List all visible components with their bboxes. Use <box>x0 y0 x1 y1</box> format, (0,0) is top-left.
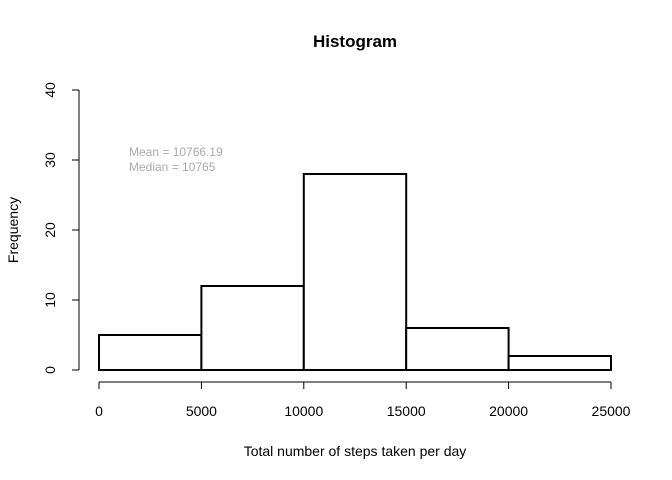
x-tick-label: 10000 <box>284 403 323 419</box>
histogram-bars <box>98 173 613 371</box>
histogram-bar-2 <box>302 173 408 371</box>
histogram-bar-1 <box>200 285 305 371</box>
median-annotation: Median = 10765 <box>129 160 216 174</box>
x-tick-label: 0 <box>95 403 103 419</box>
x-tick-label: 5000 <box>186 403 217 419</box>
y-tick-label: 30 <box>42 152 58 168</box>
x-tick-label: 20000 <box>489 403 528 419</box>
histogram-bar-4 <box>507 355 613 371</box>
histogram-bar-0 <box>98 334 203 371</box>
x-axis-label: Total number of steps taken per day <box>244 443 467 459</box>
y-axis: 0 10 20 30 40 <box>42 82 80 374</box>
y-tick-label: 40 <box>42 82 58 98</box>
x-tick-label: 25000 <box>592 403 631 419</box>
y-axis-label: Frequency <box>5 197 21 263</box>
y-tick-label: 20 <box>42 222 58 238</box>
y-tick-label: 0 <box>42 366 58 374</box>
x-axis: 0 5000 10000 15000 20000 25000 <box>95 381 631 419</box>
y-tick-label: 10 <box>42 292 58 308</box>
histogram-bar-3 <box>405 327 510 371</box>
chart-title: Histogram <box>313 32 397 51</box>
mean-annotation: Mean = 10766.19 <box>129 145 223 159</box>
x-tick-label: 15000 <box>387 403 426 419</box>
